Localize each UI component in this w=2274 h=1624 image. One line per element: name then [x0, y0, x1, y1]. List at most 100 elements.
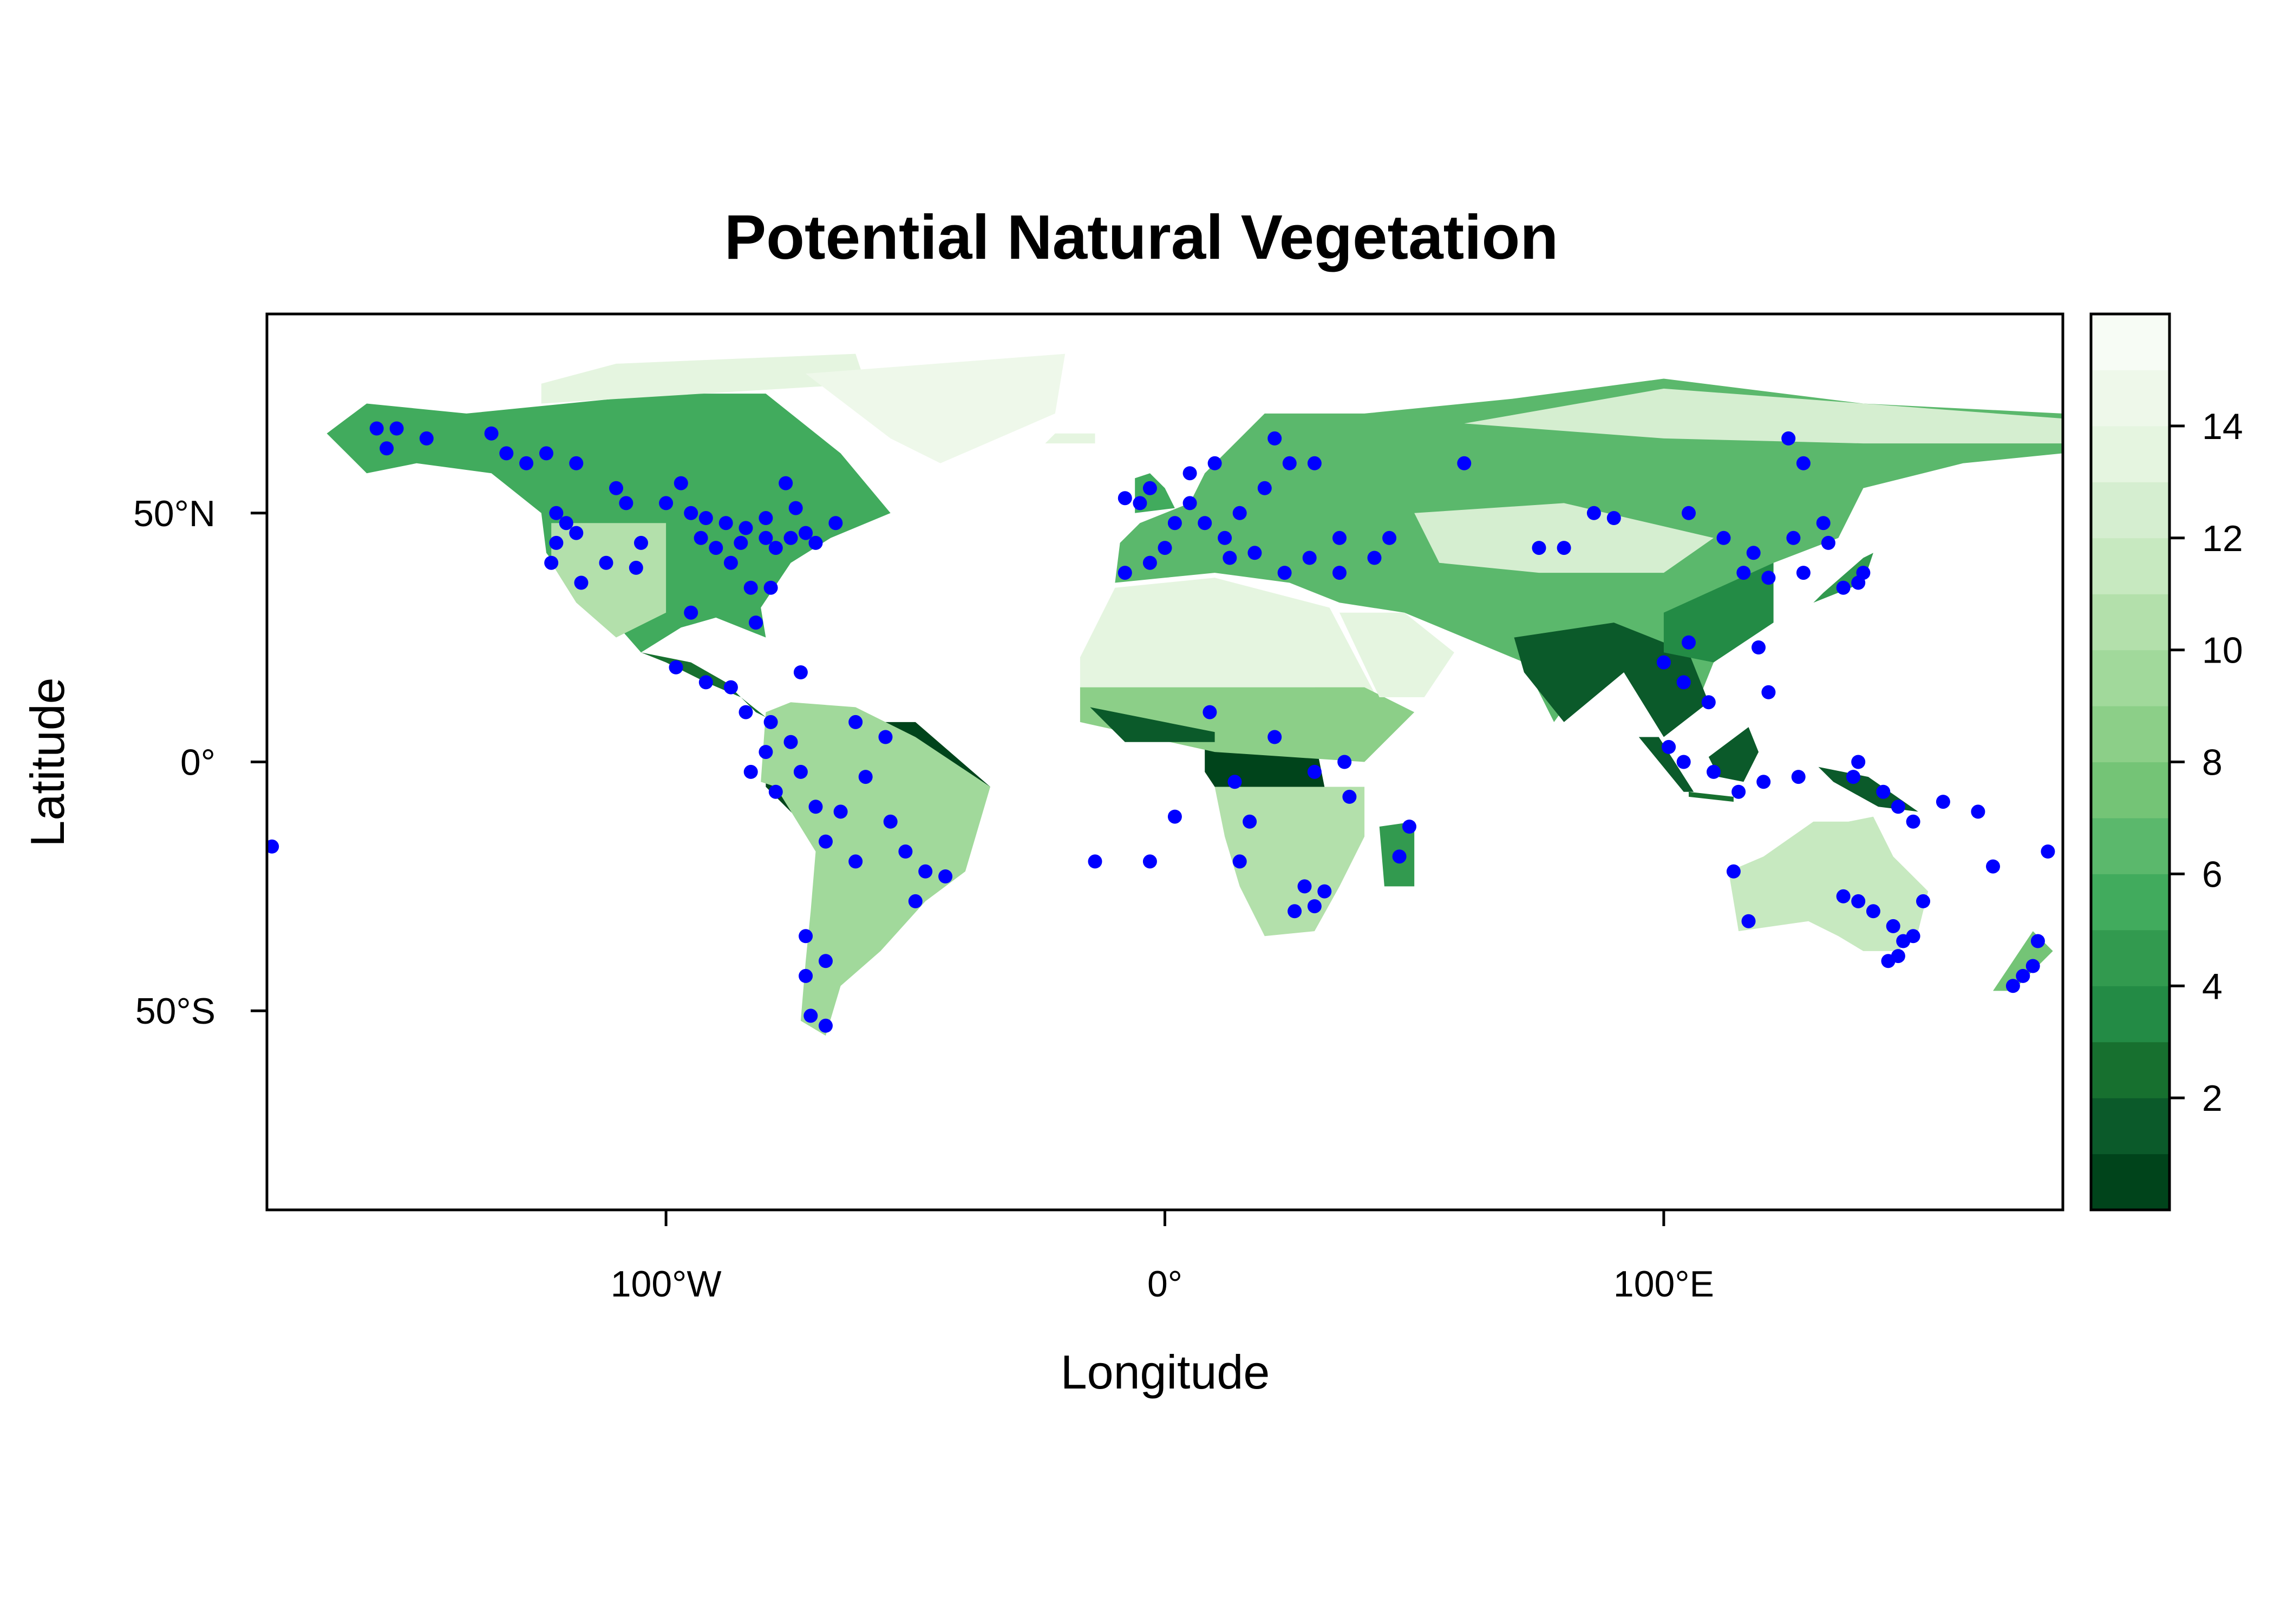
site-point-21 [629, 560, 643, 575]
site-point-28 [783, 531, 798, 545]
site-point-42 [684, 605, 698, 620]
site-point-133 [1846, 770, 1860, 784]
site-point-74 [1232, 506, 1247, 520]
site-point-135 [1891, 800, 1905, 814]
site-point-87 [1367, 551, 1382, 565]
site-point-104 [1167, 809, 1182, 824]
site-point-31 [828, 516, 843, 531]
site-point-95 [1297, 879, 1312, 894]
site-point-54 [833, 804, 848, 819]
site-point-108 [1586, 506, 1601, 520]
site-point-67 [1118, 566, 1132, 580]
site-point-79 [1142, 481, 1157, 495]
x-axis: 100°W 0° 100°E [611, 1210, 1714, 1305]
site-point-91 [1243, 814, 1257, 829]
site-point-116 [1786, 531, 1801, 545]
colorbar-tick-label-4: 10 [2202, 630, 2243, 671]
site-point-93 [1337, 755, 1352, 769]
site-point-50 [793, 764, 808, 779]
site-point-158 [1816, 516, 1831, 531]
site-point-141 [1866, 904, 1880, 919]
x-tick-label-2: 100°E [1613, 1263, 1714, 1305]
veg-region-24 [1813, 553, 1873, 603]
veg-region-7 [806, 353, 1066, 463]
site-point-57 [918, 864, 933, 879]
site-point-124 [1701, 695, 1716, 710]
site-point-127 [1662, 739, 1676, 754]
site-point-82 [1223, 551, 1237, 565]
site-point-128 [1676, 755, 1691, 769]
site-point-157 [1796, 456, 1811, 470]
site-point-78 [1182, 466, 1197, 481]
site-point-163 [878, 730, 893, 744]
site-point-39 [743, 580, 758, 595]
site-point-100 [1267, 730, 1282, 744]
site-point-96 [1307, 899, 1322, 914]
site-point-90 [1227, 775, 1242, 789]
site-point-26 [759, 531, 773, 545]
colorbar-tick-label-3: 8 [2202, 742, 2223, 783]
colorbar-swatch-7 [2091, 762, 2170, 818]
site-point-165 [759, 745, 773, 759]
site-point-92 [1307, 764, 1322, 779]
site-point-7 [539, 446, 553, 461]
site-point-47 [763, 715, 778, 729]
site-point-84 [1277, 566, 1292, 580]
y-tick-label-0: 50°N [133, 493, 215, 534]
site-point-38 [723, 555, 738, 570]
site-point-43 [669, 660, 683, 675]
site-point-45 [723, 680, 738, 695]
site-point-68 [1142, 555, 1157, 570]
site-point-110 [1682, 506, 1696, 520]
site-point-123 [1676, 675, 1691, 690]
site-point-120 [1856, 566, 1871, 580]
site-point-137 [1726, 864, 1741, 879]
veg-region-17 [1339, 612, 1454, 697]
colorbar-swatch-14 [2091, 370, 2170, 427]
site-point-122 [1656, 655, 1671, 670]
site-point-86 [1332, 566, 1347, 580]
vegetation-raster [326, 353, 2063, 1036]
site-point-113 [1736, 566, 1751, 580]
site-point-102 [1392, 849, 1407, 864]
site-point-65 [819, 1018, 833, 1033]
veg-region-9 [1464, 388, 2063, 444]
site-point-48 [793, 665, 808, 679]
site-point-4 [499, 446, 514, 461]
site-point-15 [559, 516, 573, 531]
site-point-164 [848, 715, 863, 729]
site-point-149 [2025, 959, 2040, 973]
site-point-109 [1606, 511, 1621, 525]
site-point-34 [759, 511, 773, 525]
site-point-138 [1741, 914, 1756, 928]
site-point-53 [858, 770, 873, 784]
site-point-44 [698, 675, 713, 690]
site-point-9 [609, 481, 623, 495]
site-point-150 [2016, 968, 2030, 983]
y-tick-label-2: 50°S [135, 991, 215, 1032]
site-point-52 [808, 800, 823, 814]
colorbar-tick-label-5: 12 [2202, 518, 2243, 559]
veg-region-15 [1090, 707, 1215, 742]
site-point-40 [763, 580, 778, 595]
site-point-151 [2005, 979, 2020, 993]
site-point-30 [808, 535, 823, 550]
site-point-105 [1142, 854, 1157, 869]
site-point-140 [1851, 894, 1866, 908]
site-point-83 [1247, 546, 1262, 560]
site-point-33 [779, 476, 793, 490]
site-point-153 [2041, 844, 2055, 859]
site-point-56 [898, 844, 913, 859]
site-point-27 [768, 541, 783, 555]
site-point-20 [599, 555, 613, 570]
site-point-145 [1906, 929, 1920, 944]
colorbar-axis: 2 4 6 8 10 12 14 [2170, 406, 2243, 1119]
site-point-58 [938, 869, 953, 883]
colorbar-tick-label-1: 4 [2202, 966, 2223, 1007]
colorbar-swatch-5 [2091, 874, 2170, 931]
y-tick-label-1: 0° [180, 742, 215, 783]
site-point-98 [1317, 884, 1332, 899]
colorbar-swatch-15 [2091, 314, 2170, 370]
site-point-85 [1302, 551, 1317, 565]
